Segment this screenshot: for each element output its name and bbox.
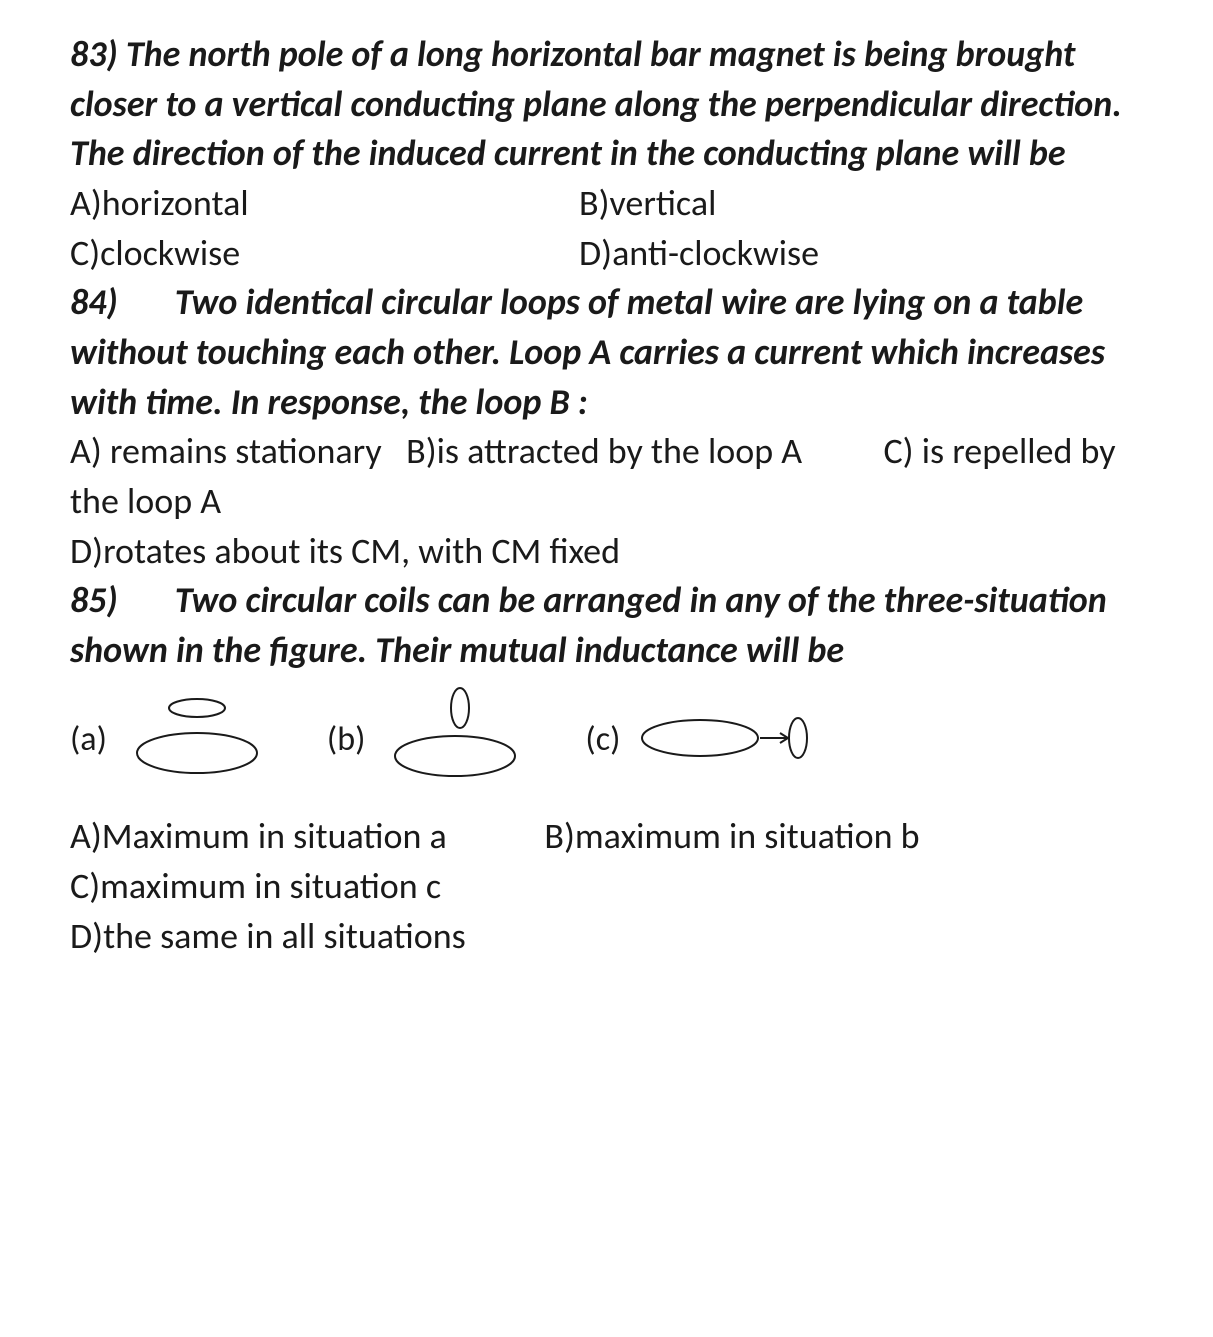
q85-fig-a-label: (a) — [70, 717, 107, 764]
question-83: 83) The north pole of a long horizontal … — [70, 30, 1153, 278]
q83-option-a[interactable]: A)horizontal — [70, 179, 579, 229]
q85-fig-c-diagram — [630, 698, 830, 782]
q85-figures: (a) (b) (c) — [70, 686, 1153, 795]
q85-fig-b-diagram — [375, 686, 535, 795]
q85-option-d[interactable]: D)the same in all situations — [70, 912, 1153, 962]
q83-option-c[interactable]: C)clockwise — [70, 229, 579, 279]
q85-fig-b-label: (b) — [327, 717, 365, 764]
q83-option-b[interactable]: B)vertical — [579, 179, 1153, 229]
q84-stem: Two identical circular loops of metal wi… — [70, 280, 1105, 423]
question-84: 84) Two identical circular loops of meta… — [70, 278, 1153, 576]
q84-option-d[interactable]: D)rotates about its CM, with CM fixed — [70, 527, 1153, 577]
q85-stem: Two circular coils can be arranged in an… — [70, 578, 1107, 672]
q85-fig-a-diagram — [117, 688, 277, 792]
q85-option-b[interactable]: B)maximum in situation b — [544, 814, 919, 858]
question-85: 85) Two circular coils can be arranged i… — [70, 576, 1153, 961]
q85-number: 85) — [70, 578, 118, 622]
q85-option-c[interactable]: C)maximum in situation c — [70, 864, 441, 908]
q84-option-a[interactable]: A) remains stationary — [70, 429, 382, 473]
q84-number: 84) — [70, 280, 118, 324]
q83-number: 83) — [70, 32, 118, 76]
q83-option-d[interactable]: D)anti-clockwise — [579, 229, 1153, 279]
q85-option-a[interactable]: A)Maximum in situation a — [70, 814, 447, 858]
q83-stem: The north pole of a long horizontal bar … — [70, 32, 1122, 175]
q84-option-b[interactable]: B)is attracted by the loop A — [406, 429, 802, 473]
q85-fig-c-label: (c) — [585, 717, 620, 764]
